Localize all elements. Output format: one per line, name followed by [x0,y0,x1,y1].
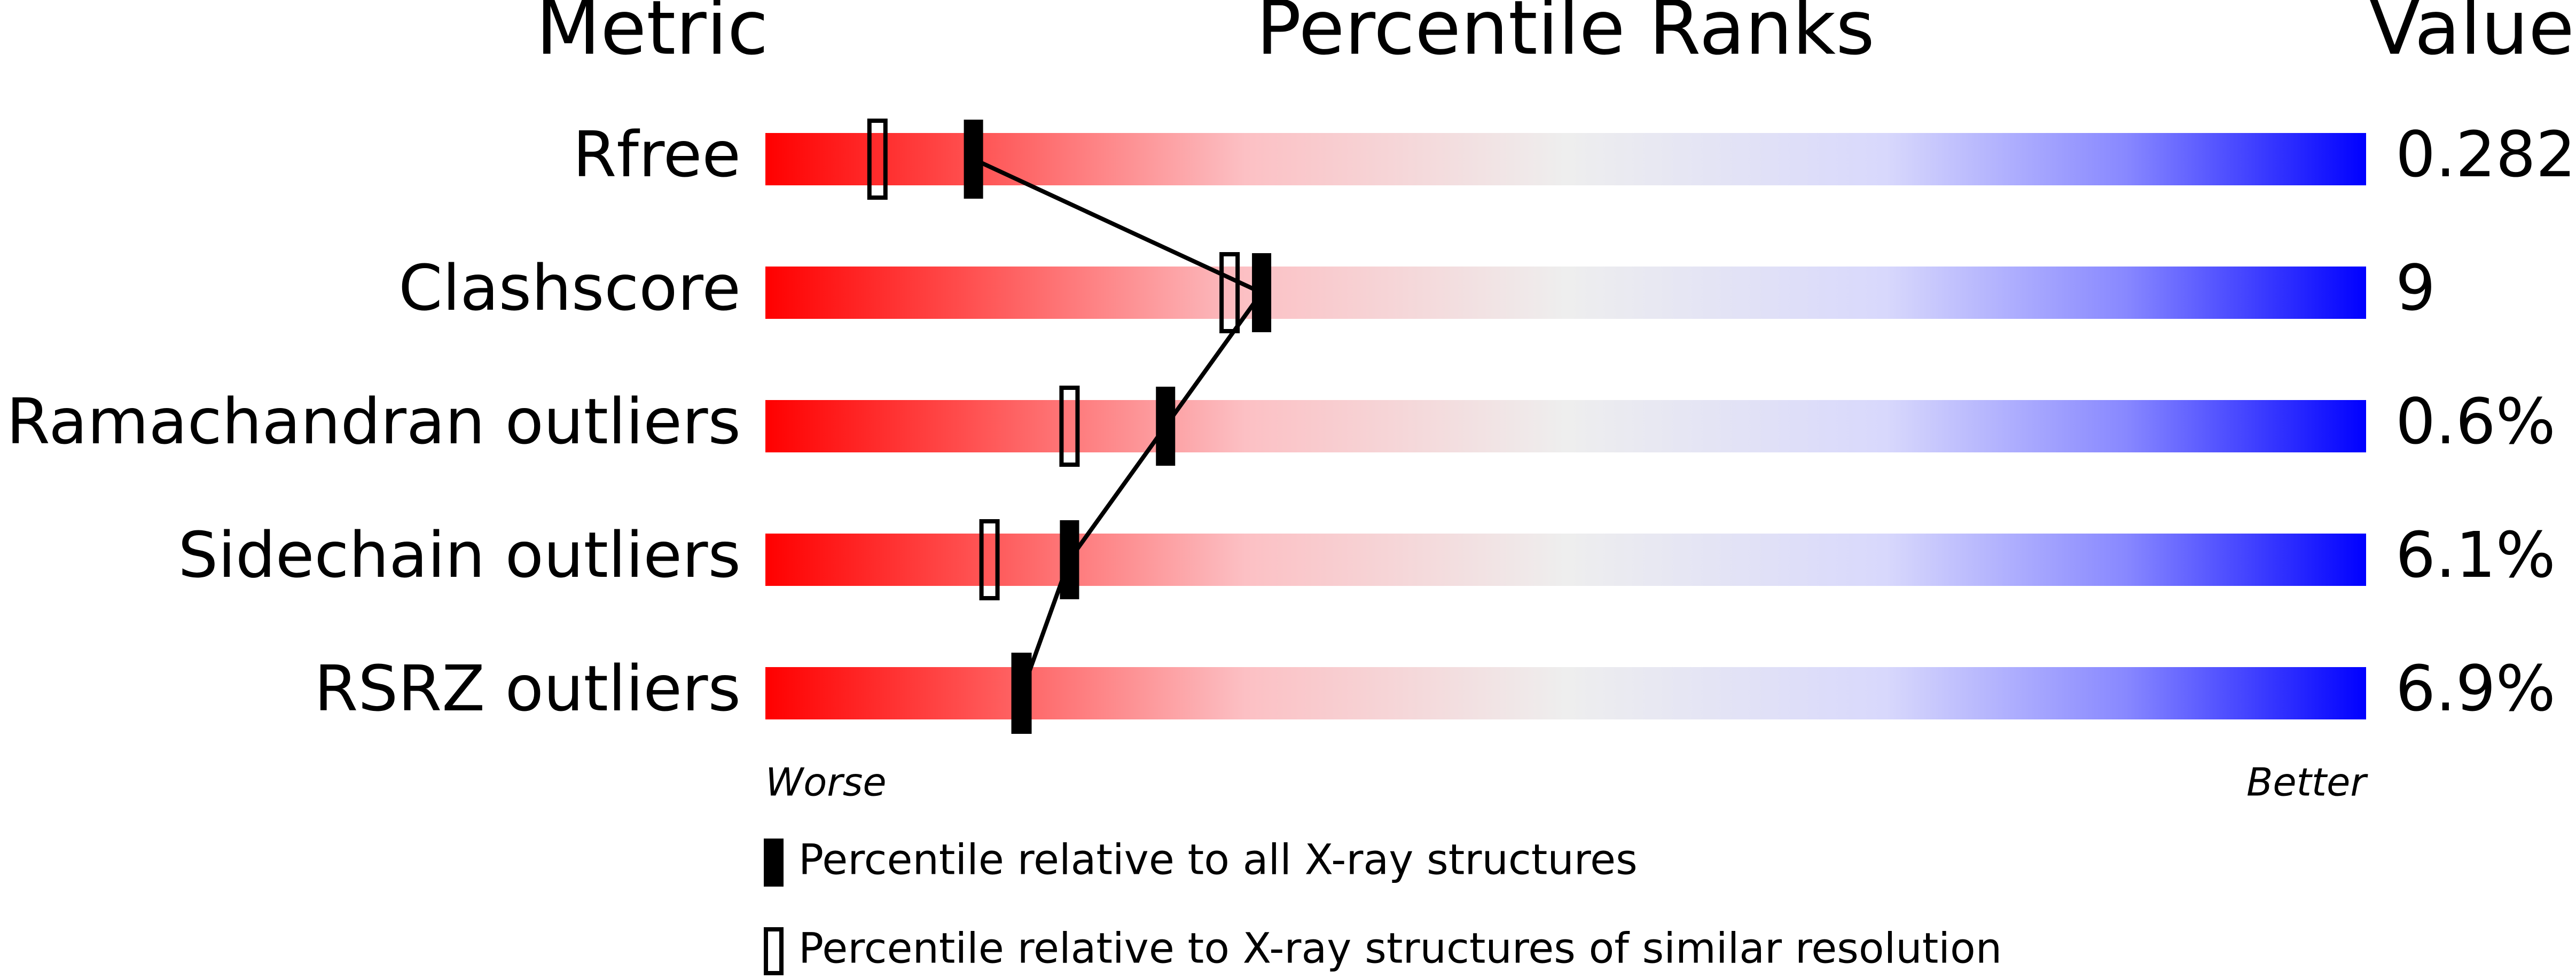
percentile-bar [765,267,2366,319]
all-structures-marker [964,120,983,199]
legend-open-icon [764,927,784,975]
legend-filled-icon [764,839,784,887]
percentile-bar [765,534,2366,586]
better-label: Better [2246,760,2368,805]
all-structures-marker [1252,253,1272,332]
percentile-header: Percentile Ranks [1256,0,1875,72]
similar-resolution-marker [1219,252,1240,333]
metric-label: Rfree [573,118,741,191]
metric-label: Clashscore [398,251,741,325]
similar-resolution-marker [867,119,888,200]
metric-label: Sidechain outliers [178,518,741,592]
percentile-bar [765,400,2366,452]
value-header: Value [2369,0,2574,72]
percentile-bar [765,667,2366,719]
metric-label: Ramachandran outliers [6,385,741,458]
similar-resolution-marker [1059,386,1080,467]
worse-label: Worse [765,760,887,805]
legend-entry: Percentile relative to all X-ray structu… [798,836,1638,884]
all-structures-marker [1060,520,1079,599]
metric-value: 0.282 [2395,118,2576,191]
metric-value: 0.6% [2395,385,2556,458]
similar-resolution-marker [979,519,1000,600]
legend-entry: Percentile relative to X-ray structures … [798,925,2002,973]
metric-value: 6.9% [2395,652,2556,725]
metric-label: RSRZ outliers [314,652,741,725]
metric-value: 6.1% [2395,518,2556,592]
all-structures-marker [1012,654,1031,733]
all-structures-marker [1156,387,1176,466]
metric-value: 9 [2395,251,2436,325]
percentile-bar [765,133,2366,185]
metric-header: Metric [536,0,768,72]
